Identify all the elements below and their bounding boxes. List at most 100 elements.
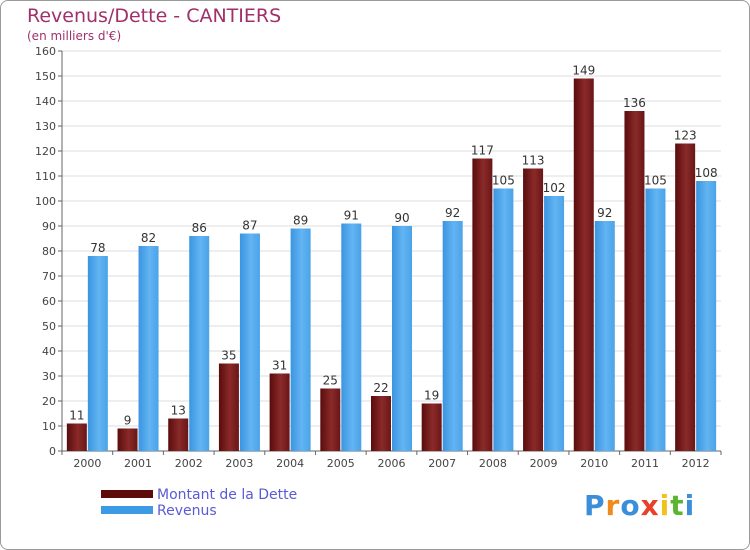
bar-revenus xyxy=(392,226,412,451)
bar-dette xyxy=(117,428,138,451)
data-label-revenus: 90 xyxy=(394,211,409,225)
bar-dette xyxy=(421,403,442,451)
bar-dette xyxy=(523,168,544,451)
bar-revenus xyxy=(341,223,362,451)
data-label-revenus: 87 xyxy=(242,219,257,233)
brand-letter: i xyxy=(684,489,696,522)
y-tick-label: 120 xyxy=(35,145,56,158)
y-tick-label: 20 xyxy=(42,395,56,408)
data-label-dette: 149 xyxy=(572,64,595,78)
legend-label-revenus: Revenus xyxy=(157,503,217,519)
y-tick-label: 40 xyxy=(42,345,56,358)
y-tick-label: 110 xyxy=(35,170,56,183)
data-label-revenus: 92 xyxy=(445,206,460,220)
data-label-dette: 25 xyxy=(323,374,338,388)
data-label-revenus: 108 xyxy=(695,166,718,180)
bar-revenus xyxy=(138,246,159,451)
y-tick-label: 50 xyxy=(42,320,56,333)
data-label-dette: 117 xyxy=(471,144,494,158)
brand-letter: P xyxy=(584,489,606,522)
bar-dette xyxy=(371,396,391,451)
bar-dette xyxy=(472,158,493,451)
bar-revenus xyxy=(290,228,311,451)
bar-dette xyxy=(218,363,239,451)
brand-letter: o xyxy=(620,489,641,522)
bar-revenus xyxy=(594,221,615,451)
bar-dette xyxy=(66,423,87,451)
x-tick-label: 2000 xyxy=(73,457,101,470)
data-label-dette: 13 xyxy=(171,404,186,418)
data-label-dette: 19 xyxy=(424,389,439,403)
brand-logo: Proxiti xyxy=(584,489,695,522)
x-tick-label: 2009 xyxy=(530,457,558,470)
legend-label-dette: Montant de la Dette xyxy=(157,487,298,503)
x-tick-label: 2004 xyxy=(276,457,304,470)
x-tick-label: 2006 xyxy=(378,457,406,470)
bar-revenus xyxy=(87,256,108,451)
bar-revenus xyxy=(696,181,717,451)
x-tick-label: 2005 xyxy=(327,457,355,470)
legend-swatch-dette xyxy=(101,490,153,498)
data-label-dette: 9 xyxy=(124,414,132,428)
data-label-revenus: 92 xyxy=(597,206,612,220)
data-label-dette: 11 xyxy=(69,409,84,423)
x-tick-label: 2001 xyxy=(124,457,152,470)
gridlines xyxy=(62,50,721,452)
bar-dette xyxy=(624,111,645,451)
data-label-revenus: 105 xyxy=(492,174,515,188)
y-tick-label: 90 xyxy=(42,220,56,233)
bar-dette xyxy=(320,388,341,451)
data-label-dette: 113 xyxy=(522,154,545,168)
bar-revenus xyxy=(442,221,463,451)
data-labels: 11 78 9 82 13 86 35 87 31 89 25 91 22 90 19 92 117 105 113… xyxy=(69,64,717,428)
y-tick-label: 10 xyxy=(42,420,56,433)
y-tick-label: 70 xyxy=(42,270,56,283)
y-tick-label: 160 xyxy=(35,45,56,58)
data-label-revenus: 102 xyxy=(543,181,566,195)
bar-dette xyxy=(269,373,290,451)
bar-revenus xyxy=(239,233,260,451)
bar-revenus xyxy=(189,236,210,451)
x-tick-label: 2002 xyxy=(175,457,203,470)
y-tick-label: 60 xyxy=(42,295,56,308)
data-label-dette: 136 xyxy=(623,96,646,110)
legend-swatch-revenus xyxy=(101,506,153,514)
data-label-revenus: 91 xyxy=(344,209,359,223)
data-label-dette: 22 xyxy=(373,381,388,395)
x-tick-label: 2011 xyxy=(631,457,659,470)
bar-revenus xyxy=(493,188,514,451)
bar-revenus xyxy=(544,196,565,451)
y-tick-label: 130 xyxy=(35,120,56,133)
axes: 0 10 20 30 40 50 60 70 80 90 100 110 120 130 140 150 160… xyxy=(35,45,722,470)
chart-subtitle: (en milliers d'€) xyxy=(27,29,122,43)
y-tick-label: 0 xyxy=(49,445,56,458)
y-tick-label: 150 xyxy=(35,70,56,83)
brand-letter: x xyxy=(640,489,660,522)
y-tick-label: 140 xyxy=(35,95,56,108)
y-tick-label: 30 xyxy=(42,370,56,383)
bar-dette xyxy=(168,418,189,451)
data-label-revenus: 86 xyxy=(192,221,207,235)
bars xyxy=(66,78,717,451)
data-label-revenus: 105 xyxy=(644,174,667,188)
brand-letter: t xyxy=(670,489,685,522)
data-label-revenus: 89 xyxy=(293,214,308,228)
data-label-revenus: 78 xyxy=(90,241,105,255)
data-label-dette: 31 xyxy=(272,359,287,373)
data-label-revenus: 82 xyxy=(141,231,156,245)
x-tick-label: 2012 xyxy=(682,457,710,470)
brand-letter: r xyxy=(605,489,621,522)
y-tick-label: 80 xyxy=(42,245,56,258)
x-tick-label: 2003 xyxy=(225,457,253,470)
x-tick-label: 2007 xyxy=(428,457,456,470)
data-label-dette: 123 xyxy=(674,129,697,143)
y-tick-label: 100 xyxy=(35,195,56,208)
bar-dette xyxy=(573,78,594,451)
x-tick-label: 2010 xyxy=(580,457,608,470)
bar-revenus xyxy=(645,188,666,451)
data-label-dette: 35 xyxy=(221,349,236,363)
chart-title: Revenus/Dette - CANTIERS xyxy=(27,5,282,27)
brand-letter: i xyxy=(659,489,671,522)
